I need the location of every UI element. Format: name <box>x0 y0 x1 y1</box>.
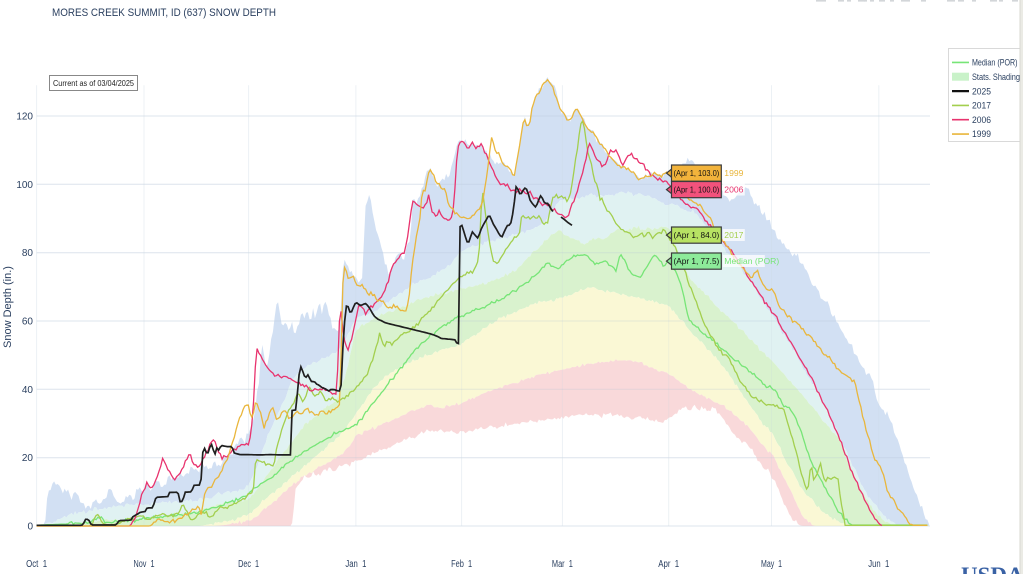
svg-text:Jun 1: Jun 1 <box>868 559 889 570</box>
svg-text:1999: 1999 <box>724 168 743 178</box>
svg-text:MORES CREEK SUMMIT, ID (637) S: MORES CREEK SUMMIT, ID (637) SNOW DEPTH <box>52 7 276 19</box>
svg-text:Feb 1: Feb 1 <box>451 559 472 570</box>
svg-text:Stats. Shading: Stats. Shading <box>972 72 1020 82</box>
svg-text:1999: 1999 <box>972 129 991 139</box>
svg-text:2017: 2017 <box>972 101 991 111</box>
svg-text:Current as of 03/04/2025: Current as of 03/04/2025 <box>53 78 134 88</box>
svg-text:(Apr 1, 103.0): (Apr 1, 103.0) <box>674 168 720 178</box>
svg-text:Snow Depth (in.): Snow Depth (in.) <box>2 266 14 348</box>
svg-text:40: 40 <box>22 385 34 396</box>
svg-text:0: 0 <box>27 522 33 533</box>
svg-text:(Apr 1, 100.0): (Apr 1, 100.0) <box>674 185 720 195</box>
svg-text:(Apr 1, 77.5): (Apr 1, 77.5) <box>674 256 720 266</box>
svg-text:Dec 1: Dec 1 <box>238 559 259 570</box>
svg-text:USDA: USDA <box>961 563 1023 574</box>
svg-text:2017: 2017 <box>724 230 743 240</box>
svg-text:60: 60 <box>22 317 34 328</box>
svg-text:100: 100 <box>16 180 33 191</box>
svg-text:2006: 2006 <box>724 185 743 195</box>
svg-text:Mar 1: Mar 1 <box>552 559 573 570</box>
svg-text:May 1: May 1 <box>761 559 782 570</box>
svg-text:2006: 2006 <box>972 115 991 125</box>
svg-text:Apr 1: Apr 1 <box>658 559 679 570</box>
svg-text:Median (POR): Median (POR) <box>724 256 779 266</box>
svg-text:Median (POR): Median (POR) <box>972 58 1018 68</box>
svg-text:80: 80 <box>22 248 34 259</box>
svg-text:Jan 1: Jan 1 <box>345 559 366 570</box>
svg-text:120: 120 <box>16 112 33 123</box>
svg-text:(Apr 1, 84.0): (Apr 1, 84.0) <box>674 230 720 240</box>
svg-text:2025: 2025 <box>972 86 991 96</box>
svg-text:20: 20 <box>22 453 34 464</box>
svg-text:Nov 1: Nov 1 <box>134 559 155 570</box>
svg-text:Oct 1: Oct 1 <box>26 559 47 570</box>
